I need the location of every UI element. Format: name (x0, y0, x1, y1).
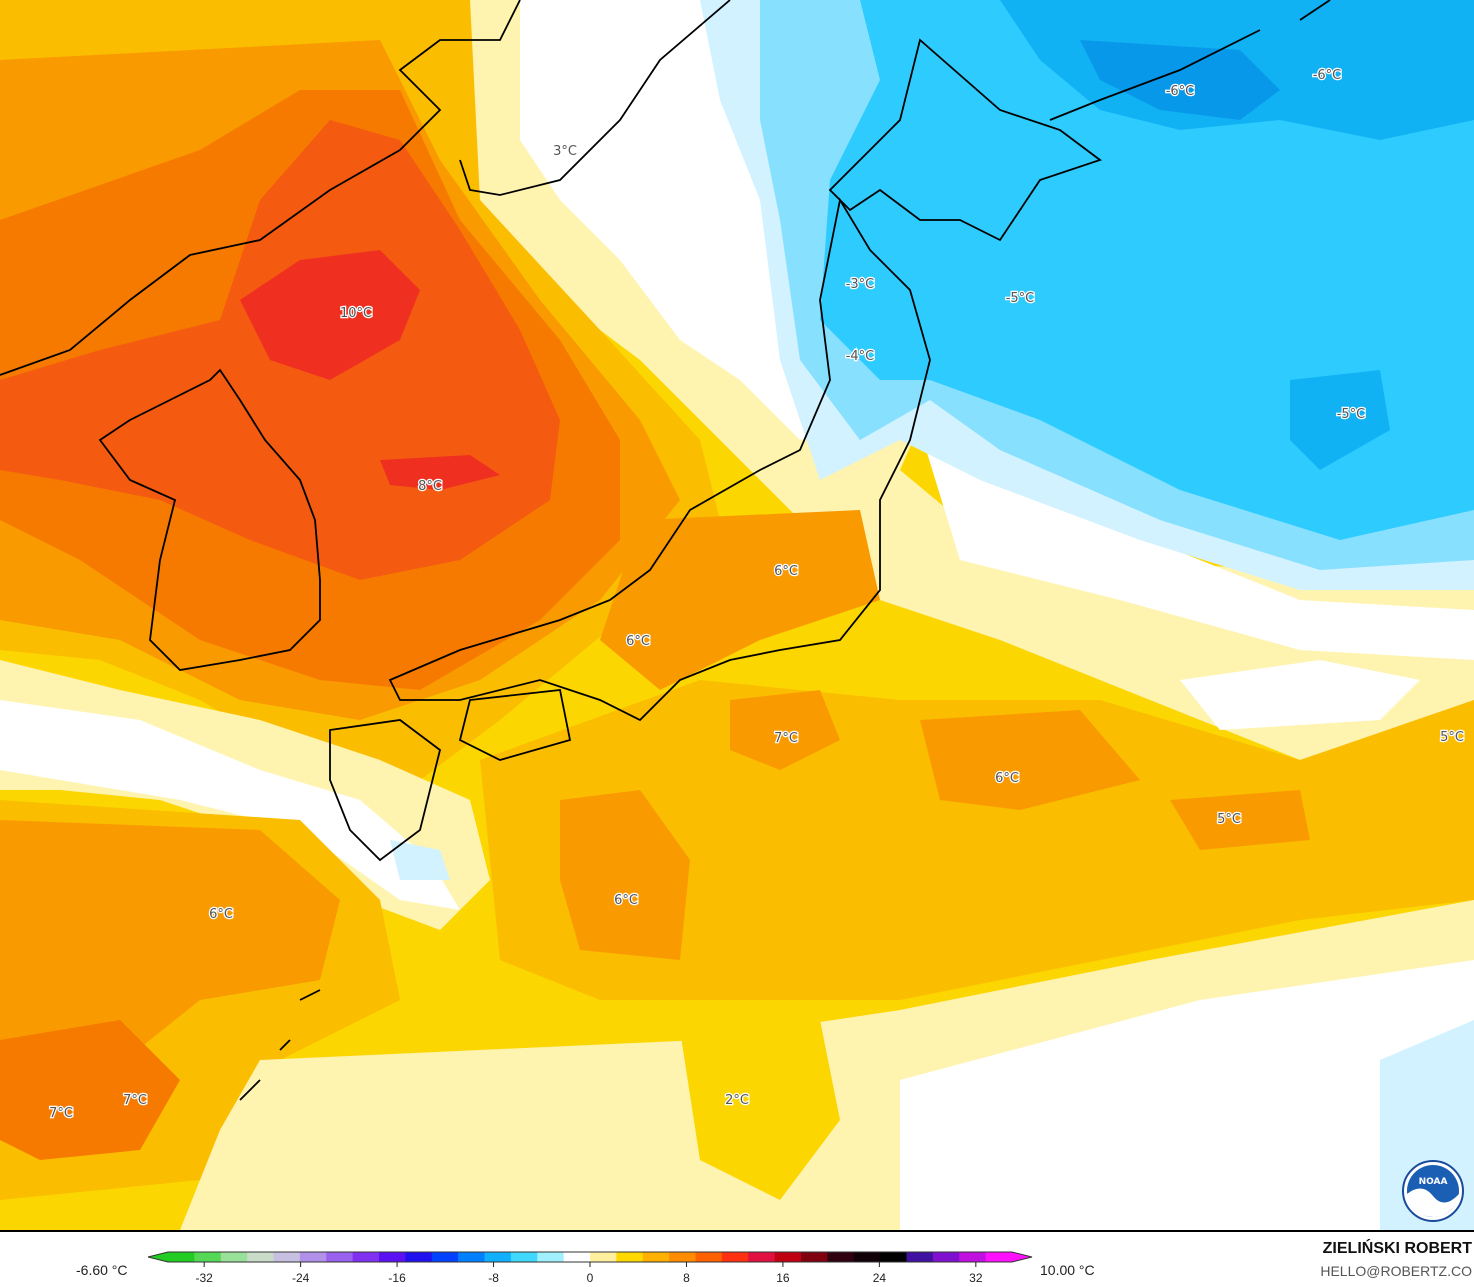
colorbar-tick-label: 0 (587, 1271, 594, 1285)
colorbar-swatch (484, 1252, 512, 1262)
temperature-label: 3°C (553, 144, 577, 159)
contour-fills (0, 0, 1474, 1230)
temperature-label: -5°C (1337, 407, 1366, 422)
temperature-label: 5°C (1217, 812, 1241, 827)
colorbar-swatch (669, 1252, 696, 1262)
colorbar-swatch (273, 1252, 301, 1262)
noaa-logo: NOAA (1402, 1160, 1464, 1222)
temperature-label: -3°C (846, 277, 875, 292)
temperature-label: 5°C (1440, 730, 1464, 745)
colorbar-swatch (721, 1252, 749, 1262)
colorbar-swatch (510, 1252, 538, 1262)
colorbar-swatch (563, 1252, 591, 1262)
colorbar-tick-label: -32 (195, 1271, 213, 1285)
colorbar-swatch (748, 1252, 776, 1262)
colorbar-tick-label: 32 (969, 1271, 983, 1285)
colorbar-tick-label: -24 (292, 1271, 310, 1285)
colorbar-swatch (379, 1252, 406, 1262)
colorbar-swatch (853, 1252, 881, 1262)
colorbar-swatch (405, 1252, 433, 1262)
colorbar-tick-label: -8 (488, 1271, 499, 1285)
colorbar-swatch (431, 1252, 459, 1262)
colorbar-max-arrow (1012, 1252, 1032, 1262)
colorbar-swatch (247, 1252, 274, 1262)
colorbar-swatch (299, 1252, 327, 1262)
temperature-label: 6°C (614, 893, 638, 908)
temperature-label: 6°C (995, 771, 1019, 786)
legend-max-label: 10.00 °C (1040, 1262, 1095, 1278)
colorbar-swatch (194, 1252, 222, 1262)
colorbar-tick-label: 16 (776, 1271, 790, 1285)
temperature-label: 8°C (418, 479, 442, 494)
colorbar-swatch (616, 1252, 644, 1262)
colorbar-min-arrow (148, 1252, 168, 1262)
colorbar-tick-label: -16 (388, 1271, 406, 1285)
temperature-label: 10°C (340, 306, 372, 321)
colorbar-swatch (932, 1252, 960, 1262)
colorbar-swatch (642, 1252, 670, 1262)
temperature-label: -6°C (1313, 68, 1342, 83)
colorbar-swatch (220, 1252, 248, 1262)
colorbar-swatch (985, 1252, 1013, 1262)
temperature-label: 6°C (626, 634, 650, 649)
colorbar-swatch (906, 1252, 934, 1262)
coastlines (0, 0, 1331, 1101)
author-credit: ZIELIŃSKI ROBERT (1322, 1240, 1472, 1257)
color-legend: -32 -24 -16 -8 0 8 16 24 32 (147, 1251, 1033, 1285)
temperature-label: -6°C (1166, 84, 1195, 99)
colorbar-swatch (801, 1252, 828, 1262)
colorbar-swatch (880, 1252, 907, 1262)
colorbar-swatch (168, 1252, 195, 1262)
colorbar-tick-label: 8 (683, 1271, 690, 1285)
temperature-label: 7°C (49, 1106, 73, 1121)
legend-min-label: -6.60 °C (76, 1262, 128, 1278)
colorbar-swatch (326, 1252, 354, 1262)
colorbar-swatch (537, 1252, 565, 1262)
temperature-labels: 3°C 10°C 8°C -3°C -4°C -5°C -6°C -6°C -5°C 6°C 6°C… (48, 67, 1465, 1123)
temperature-map: 3°C 10°C 8°C -3°C -4°C -5°C -6°C -6°C -5°C 6°C 6°C… (0, 0, 1474, 1232)
author-email: HELLO@ROBERTZ.CO (1320, 1263, 1472, 1279)
svg-text:NOAA: NOAA (1419, 1177, 1448, 1187)
temperature-label: -4°C (846, 349, 875, 364)
temperature-label: 6°C (774, 564, 798, 579)
colorbar-swatch (774, 1252, 802, 1262)
colorbar-swatch (458, 1252, 485, 1262)
colorbar-tick-label: 24 (873, 1271, 887, 1285)
colorbar-ticks: -32 -24 -16 -8 0 8 16 24 32 (195, 1262, 983, 1285)
temperature-label: 7°C (123, 1093, 147, 1108)
colorbar-swatch (959, 1252, 987, 1262)
colorbar (147, 1251, 1033, 1263)
temperature-label: -5°C (1006, 291, 1035, 306)
temperature-label: 7°C (774, 731, 798, 746)
colorbar-swatch (590, 1252, 617, 1262)
colorbar-swatch (352, 1252, 380, 1262)
temperature-label: 2°C (725, 1093, 749, 1108)
temperature-label: 6°C (209, 907, 233, 922)
colorbar-swatch (695, 1252, 723, 1262)
colorbar-swatch (827, 1252, 855, 1262)
